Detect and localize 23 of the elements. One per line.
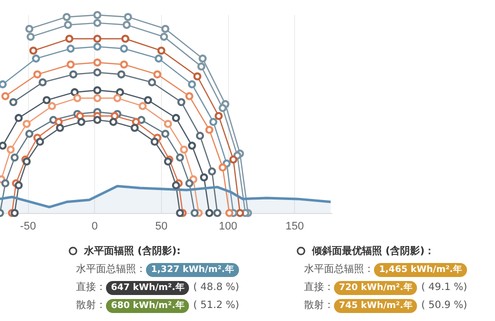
text: 745 kWh/m².年: [334, 299, 418, 313]
text: 720 kWh/m².年: [334, 281, 418, 295]
text: 水平面总辐照：: [304, 264, 374, 275]
text: 直接：: [304, 282, 334, 293]
x-tick-label: -50: [20, 220, 36, 232]
text: 1,465 kWh/m².年: [374, 263, 467, 277]
text: 水平面总辐照：: [76, 264, 146, 275]
text: ( 48.8 %): [193, 282, 240, 293]
x-tick-label: 150: [285, 220, 304, 232]
text: 直接：: [76, 282, 106, 293]
text: 水平面辐照 (含阴影):: [84, 246, 181, 257]
text: 680 kWh/m².年: [106, 299, 190, 313]
text: ( 49.1 %): [421, 282, 468, 293]
text: 1,327 kWh/m².年: [146, 263, 239, 277]
x-tick-label: 50: [155, 220, 168, 232]
text: ( 50.9 %): [421, 300, 468, 311]
x-tick-label: 100: [218, 220, 238, 232]
text: 647 kWh/m².年: [106, 281, 190, 295]
text: ( 51.2 %): [193, 300, 240, 311]
x-tick-label: 0: [92, 220, 98, 232]
text: 散射：: [304, 300, 334, 311]
text: 散射：: [76, 300, 106, 311]
text: 倾斜面最优辐照 (含阴影)：: [312, 246, 435, 257]
